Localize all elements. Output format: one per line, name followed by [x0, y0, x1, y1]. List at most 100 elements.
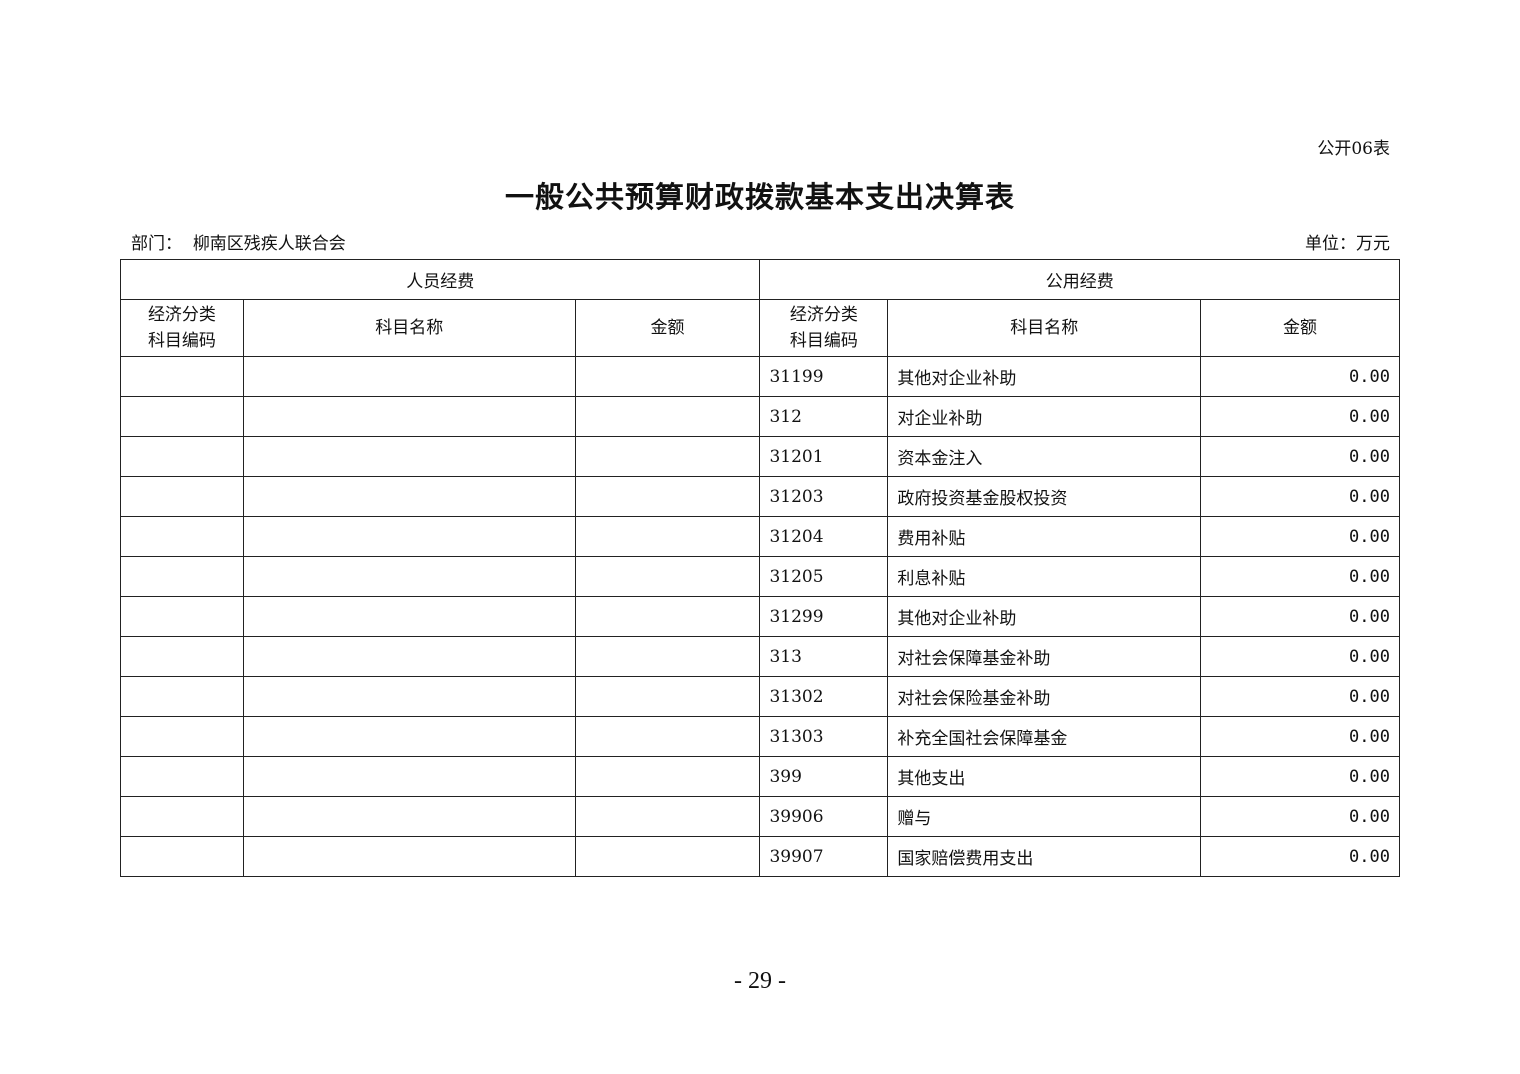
code-cell: 31205	[759, 556, 889, 597]
name-cell: 国家赔偿费用支出	[887, 836, 1202, 877]
personnel-name-cell	[242, 516, 576, 557]
amount-cell: 0.00	[1200, 636, 1400, 677]
personnel-name-cell	[242, 436, 576, 477]
personnel-name-cell	[242, 556, 576, 597]
column-header: 科目名称	[887, 299, 1202, 357]
department-name: 柳南区残疾人联合会	[192, 234, 346, 254]
name-cell: 资本金注入	[887, 436, 1202, 477]
personnel-name-cell	[242, 636, 576, 677]
amount-cell: 0.00	[1200, 356, 1400, 397]
personnel-code-cell	[120, 556, 244, 597]
name-cell: 其他对企业补助	[887, 356, 1202, 397]
table-row: 31302 对社会保险基金补助 0.00	[120, 676, 1400, 717]
page-title: 一般公共预算财政拨款基本支出决算表	[504, 180, 1015, 214]
code-cell: 399	[759, 756, 889, 797]
code-cell: 39907	[759, 836, 889, 877]
personnel-code-cell	[120, 636, 244, 677]
personnel-name-cell	[242, 476, 576, 517]
personnel-code-cell	[120, 596, 244, 637]
code-cell: 31303	[759, 716, 889, 757]
personnel-amount-cell	[574, 516, 761, 557]
personnel-code-cell	[120, 676, 244, 717]
code-cell: 31201	[759, 436, 889, 477]
personnel-amount-cell	[574, 596, 761, 637]
personnel-name-cell	[242, 836, 576, 877]
column-header: 金额	[1200, 299, 1400, 357]
name-cell: 对社会保险基金补助	[887, 676, 1202, 717]
amount-cell: 0.00	[1200, 476, 1400, 517]
page-number: - 29 -	[734, 968, 786, 994]
department-label: 部门：	[131, 234, 182, 254]
column-header-row: 经济分类 科目编码 科目名称 金额 经济分类 科目编码 科目名称 金额	[120, 299, 1400, 357]
column-header: 科目名称	[242, 299, 576, 357]
personnel-name-cell	[242, 356, 576, 397]
personnel-code-cell	[120, 476, 244, 517]
name-cell: 其他支出	[887, 756, 1202, 797]
name-cell: 利息补贴	[887, 556, 1202, 597]
group-header-public: 公用经费	[759, 259, 1400, 300]
code-cell: 39906	[759, 796, 889, 837]
name-cell: 费用补贴	[887, 516, 1202, 557]
personnel-amount-cell	[574, 676, 761, 717]
amount-cell: 0.00	[1200, 676, 1400, 717]
personnel-name-cell	[242, 396, 576, 437]
personnel-name-cell	[242, 796, 576, 837]
table-row: 31303 补充全国社会保障基金 0.00	[120, 716, 1400, 757]
personnel-name-cell	[242, 756, 576, 797]
personnel-code-cell	[120, 356, 244, 397]
personnel-code-cell	[120, 716, 244, 757]
personnel-code-cell	[120, 836, 244, 877]
table-row: 399 其他支出 0.00	[120, 756, 1400, 797]
amount-cell: 0.00	[1200, 836, 1400, 877]
personnel-code-cell	[120, 796, 244, 837]
table-row: 313 对社会保障基金补助 0.00	[120, 636, 1400, 677]
name-cell: 补充全国社会保障基金	[887, 716, 1202, 757]
personnel-amount-cell	[574, 756, 761, 797]
amount-cell: 0.00	[1200, 756, 1400, 797]
personnel-amount-cell	[574, 356, 761, 397]
personnel-code-cell	[120, 396, 244, 437]
name-cell: 对社会保障基金补助	[887, 636, 1202, 677]
code-cell: 31204	[759, 516, 889, 557]
code-cell: 31203	[759, 476, 889, 517]
name-cell: 对企业补助	[887, 396, 1202, 437]
code-cell: 313	[759, 636, 889, 677]
code-cell: 312	[759, 396, 889, 437]
personnel-amount-cell	[574, 396, 761, 437]
code-cell: 31299	[759, 596, 889, 637]
personnel-code-cell	[120, 436, 244, 477]
personnel-amount-cell	[574, 436, 761, 477]
unit-label: 单位：万元	[1305, 234, 1390, 254]
amount-cell: 0.00	[1200, 396, 1400, 437]
column-header: 经济分类 科目编码	[759, 299, 889, 357]
column-header: 经济分类 科目编码	[120, 299, 244, 357]
personnel-name-cell	[242, 596, 576, 637]
code-cell: 31302	[759, 676, 889, 717]
personnel-amount-cell	[574, 636, 761, 677]
amount-cell: 0.00	[1200, 596, 1400, 637]
amount-cell: 0.00	[1200, 556, 1400, 597]
table-row: 31299 其他对企业补助 0.00	[120, 596, 1400, 637]
personnel-amount-cell	[574, 556, 761, 597]
personnel-amount-cell	[574, 476, 761, 517]
expenditure-table: 人员经费 公用经费 经济分类 科目编码 科目名称 金额 经济分类 科目编码 科目…	[119, 259, 1400, 877]
column-header: 金额	[574, 299, 761, 357]
amount-cell: 0.00	[1200, 796, 1400, 837]
table-row: 31199 其他对企业补助 0.00	[120, 356, 1400, 397]
personnel-code-cell	[120, 756, 244, 797]
table-row: 31203 政府投资基金股权投资 0.00	[120, 476, 1400, 517]
form-number: 公开06表	[1317, 139, 1390, 159]
table-row: 31201 资本金注入 0.00	[120, 436, 1400, 477]
personnel-amount-cell	[574, 836, 761, 877]
table-row: 312 对企业补助 0.00	[120, 396, 1400, 437]
personnel-code-cell	[120, 516, 244, 557]
personnel-amount-cell	[574, 716, 761, 757]
department-line: 部门： 柳南区残疾人联合会	[131, 229, 346, 254]
personnel-name-cell	[242, 716, 576, 757]
amount-cell: 0.00	[1200, 516, 1400, 557]
name-cell: 其他对企业补助	[887, 596, 1202, 637]
table-row: 39906 赠与 0.00	[120, 796, 1400, 837]
table-row: 39907 国家赔偿费用支出 0.00	[120, 836, 1400, 877]
group-header-row: 人员经费 公用经费	[119, 259, 1400, 300]
amount-cell: 0.00	[1200, 716, 1400, 757]
